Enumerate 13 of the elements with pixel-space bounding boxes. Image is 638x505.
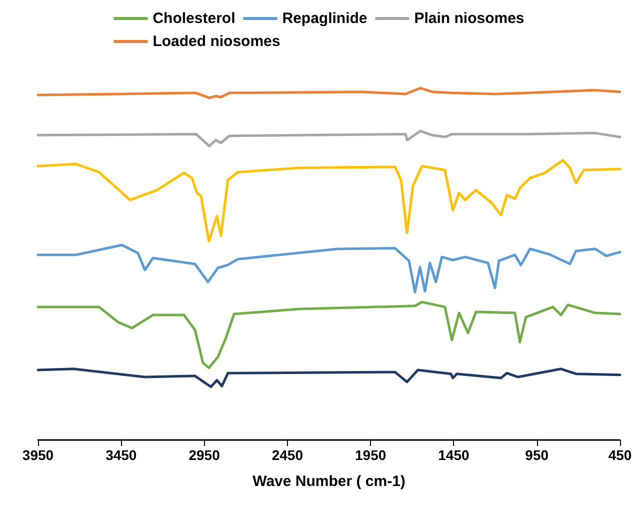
x-tick-label: 2450 [272,447,304,463]
x-tick-label: 950 [525,447,549,463]
x-tick-label: 3950 [22,447,54,463]
x-tick-label: 450 [608,447,632,463]
x-axis-title: Wave Number ( cm-1) [252,473,406,490]
x-tick-label: 3450 [106,447,137,463]
legend-label: Loaded niosomes [152,33,280,50]
legend-label: Cholesterol [152,10,236,27]
legend-label: Repaglinide [282,10,368,27]
x-tick-label: 1950 [354,447,386,463]
x-tick-label: 1450 [438,447,470,463]
x-tick-label: 2950 [188,447,220,463]
legend-label: Plain niosomes [414,10,524,27]
